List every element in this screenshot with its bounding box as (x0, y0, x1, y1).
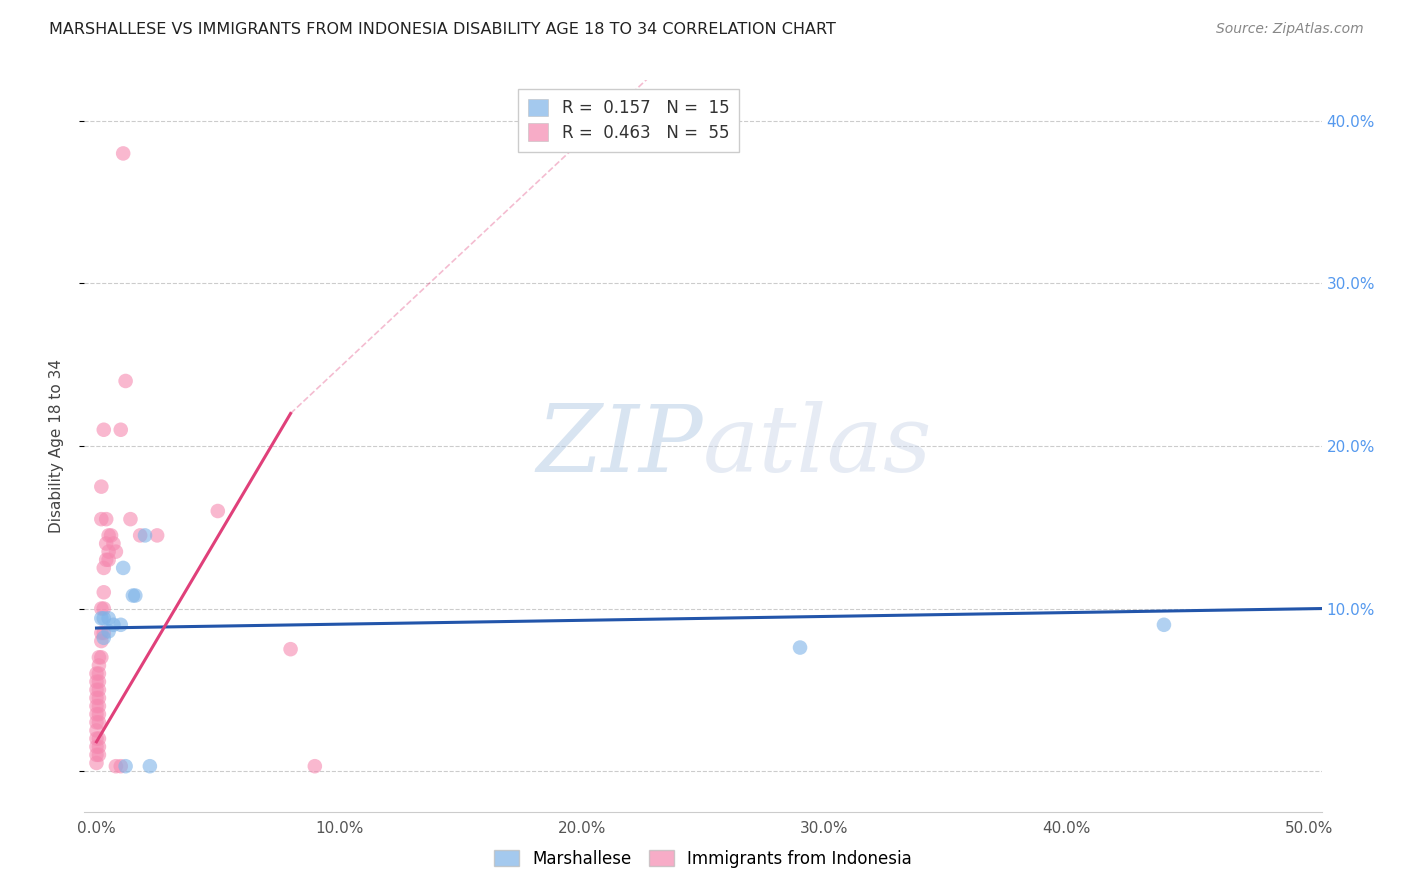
Text: Source: ZipAtlas.com: Source: ZipAtlas.com (1216, 22, 1364, 37)
Point (87, 666, 110, 681)
Point (86, 699, 108, 714)
Point (86, 756, 108, 770)
Y-axis label: Disability Age 18 to 34: Disability Age 18 to 34 (49, 359, 63, 533)
Point (97, 553, 120, 567)
Point (114, 759, 136, 773)
Point (87, 707, 110, 722)
Point (86, 690, 108, 705)
Point (90, 650, 112, 665)
Point (93, 631, 115, 645)
Point (100, 528, 122, 542)
Text: MARSHALLESE VS IMMIGRANTS FROM INDONESIA DISABILITY AGE 18 TO 34 CORRELATION CHA: MARSHALLESE VS IMMIGRANTS FROM INDONESIA… (49, 22, 837, 37)
Point (90, 611, 112, 625)
Point (87, 715, 110, 730)
Point (93, 585, 115, 599)
Point (1153, 617, 1175, 632)
Point (112, 146, 135, 161)
Point (97, 544, 120, 558)
Point (90, 480, 112, 494)
Point (103, 617, 125, 632)
Point (124, 589, 146, 603)
Point (87, 747, 110, 762)
Point (97, 611, 120, 625)
Point (104, 544, 127, 558)
Point (87, 658, 110, 673)
Point (114, 374, 136, 388)
Point (90, 626, 112, 640)
Point (110, 759, 132, 773)
Point (93, 561, 115, 575)
Point (86, 739, 108, 754)
Point (86, 723, 108, 738)
Point (93, 601, 115, 615)
Point (86, 747, 108, 762)
Point (86, 682, 108, 697)
Point (104, 759, 127, 773)
Point (87, 650, 110, 665)
Point (129, 528, 152, 542)
Point (93, 423, 115, 437)
Point (97, 624, 120, 639)
Point (93, 611, 115, 625)
Point (86, 715, 108, 730)
Point (96, 553, 118, 567)
Point (86, 707, 108, 722)
Point (96, 536, 118, 550)
Point (122, 589, 145, 603)
Point (103, 536, 125, 550)
Point (110, 617, 132, 632)
Point (87, 682, 110, 697)
Point (134, 528, 156, 542)
Point (87, 699, 110, 714)
Point (110, 423, 132, 437)
Point (86, 731, 108, 746)
Point (207, 504, 229, 518)
Legend: R =  0.157   N =  15, R =  0.463   N =  55: R = 0.157 N = 15, R = 0.463 N = 55 (519, 88, 740, 152)
Point (87, 731, 110, 746)
Point (304, 759, 326, 773)
Legend: Marshallese, Immigrants from Indonesia: Marshallese, Immigrants from Indonesia (488, 844, 918, 875)
Point (86, 666, 108, 681)
Text: ZIP: ZIP (536, 401, 703, 491)
Point (112, 561, 135, 575)
Point (120, 512, 142, 526)
Point (86, 674, 108, 689)
Point (97, 528, 120, 542)
Point (96, 512, 118, 526)
Point (90, 601, 112, 615)
Point (146, 528, 169, 542)
Text: atlas: atlas (703, 401, 932, 491)
Point (87, 690, 110, 705)
Point (93, 626, 115, 640)
Point (87, 674, 110, 689)
Point (90, 634, 112, 648)
Point (139, 759, 162, 773)
Point (789, 640, 811, 655)
Point (87, 739, 110, 754)
Point (90, 512, 112, 526)
Point (280, 642, 302, 657)
